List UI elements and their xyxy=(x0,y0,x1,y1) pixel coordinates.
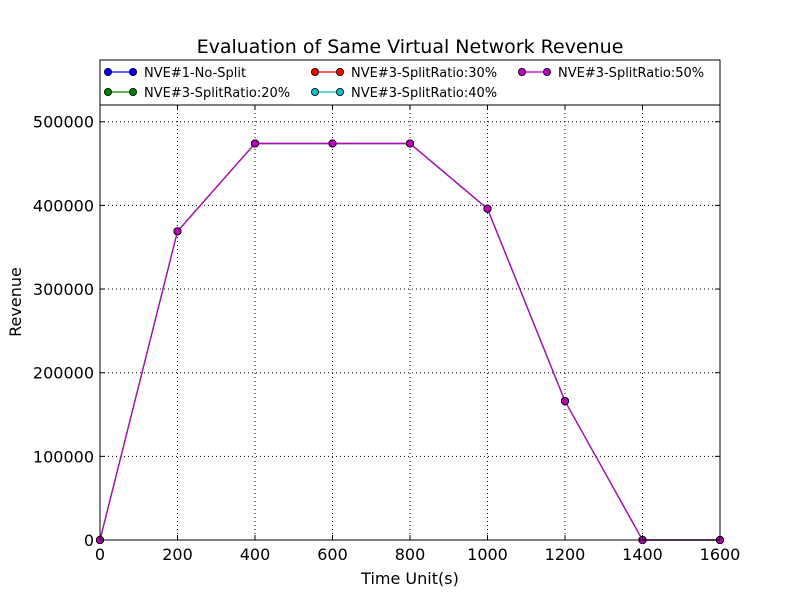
legend-box xyxy=(99,59,721,106)
legend-marker xyxy=(310,88,319,97)
x-tick-label: 1200 xyxy=(545,545,586,564)
x-tick-label: 400 xyxy=(240,545,271,564)
legend-label: NVE#3-SplitRatio:30% xyxy=(351,66,497,81)
legend-item: NVE#3-SplitRatio:30% xyxy=(310,66,497,81)
legend-marker xyxy=(518,68,527,77)
legend-item: NVE#3-SplitRatio:20% xyxy=(104,86,290,101)
y-tick-label: 400000 xyxy=(33,196,94,215)
legend-marker xyxy=(104,68,113,77)
chart-title: Evaluation of Same Virtual Network Reven… xyxy=(197,36,624,58)
y-axis-label: Revenue xyxy=(6,267,25,337)
x-tick-label: 1600 xyxy=(700,545,741,564)
grid-lines xyxy=(100,105,720,540)
legend: NVE#1-No-Split NVE#3-SplitRatio:20% NVE#3-… xyxy=(99,59,721,106)
x-tick-label: 800 xyxy=(395,545,426,564)
legend-marker xyxy=(128,88,137,97)
legend-marker xyxy=(543,68,552,77)
data-series-group xyxy=(96,139,725,545)
legend-marker xyxy=(128,68,137,77)
data-point xyxy=(405,139,414,148)
axis-ticks: 0 200 400 600 800 1000 1200 1400 1600 0 100000 2000… xyxy=(33,105,740,564)
y-tick-label: 100000 xyxy=(33,447,94,466)
legend-item: NVE#3-SplitRatio:50% xyxy=(518,66,704,81)
y-tick-label: 300000 xyxy=(33,280,94,299)
legend-item: NVE#1-No-Split xyxy=(104,66,246,81)
x-tick-label: 200 xyxy=(162,545,193,564)
legend-item: NVE#3-SplitRatio:40% xyxy=(310,86,497,101)
data-point xyxy=(250,139,259,148)
legend-marker xyxy=(104,88,113,97)
plot-area-frame xyxy=(99,104,721,541)
data-point xyxy=(328,139,337,148)
y-tick-label: 500000 xyxy=(33,113,94,132)
y-tick-label: 200000 xyxy=(33,364,94,383)
x-axis-label: Time Unit(s) xyxy=(360,569,459,588)
legend-marker xyxy=(335,68,344,77)
legend-label: NVE#3-SplitRatio:50% xyxy=(558,66,704,81)
x-tick-label: 600 xyxy=(317,545,348,564)
x-tick-label: 0 xyxy=(95,545,105,564)
data-point xyxy=(483,204,492,213)
legend-label: NVE#3-SplitRatio:20% xyxy=(144,86,290,101)
x-tick-label: 1400 xyxy=(622,545,663,564)
y-tick-label: 0 xyxy=(84,531,94,550)
x-tick-label: 1000 xyxy=(467,545,508,564)
legend-marker xyxy=(335,88,344,97)
legend-label: NVE#3-SplitRatio:40% xyxy=(351,86,497,101)
data-point xyxy=(173,227,182,236)
legend-label: NVE#1-No-Split xyxy=(144,66,246,81)
legend-marker xyxy=(310,68,319,77)
data-point xyxy=(561,397,570,406)
